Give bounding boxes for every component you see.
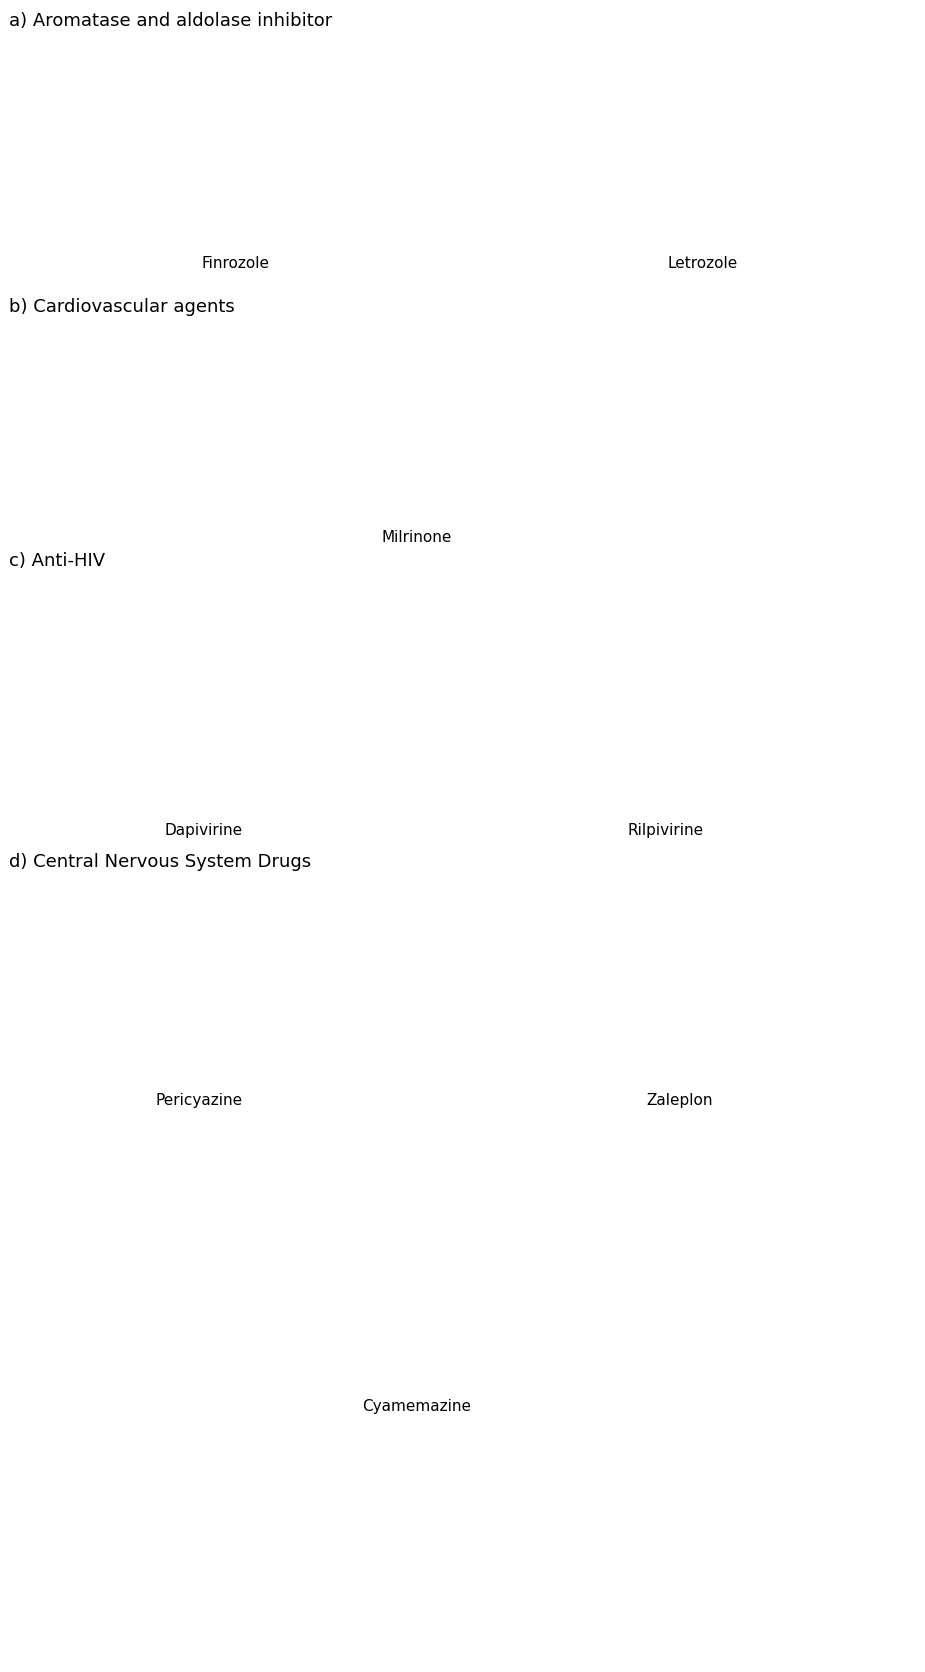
Text: Letrozole: Letrozole <box>668 256 738 271</box>
Text: d) Central Nervous System Drugs: d) Central Nervous System Drugs <box>9 853 312 871</box>
Text: Milrinone: Milrinone <box>381 530 451 545</box>
Text: Rilpivirine: Rilpivirine <box>628 823 704 838</box>
Text: Finrozole: Finrozole <box>202 256 270 271</box>
Text: c) Anti-HIV: c) Anti-HIV <box>9 552 105 570</box>
Text: a) Aromatase and aldolase inhibitor: a) Aromatase and aldolase inhibitor <box>9 12 332 30</box>
Text: b) Cardiovascular agents: b) Cardiovascular agents <box>9 298 235 316</box>
Text: Zaleplon: Zaleplon <box>647 1093 713 1109</box>
Text: Pericyazine: Pericyazine <box>155 1093 242 1109</box>
Text: Dapivirine: Dapivirine <box>165 823 242 838</box>
Text: Cyamemazine: Cyamemazine <box>362 1399 471 1415</box>
